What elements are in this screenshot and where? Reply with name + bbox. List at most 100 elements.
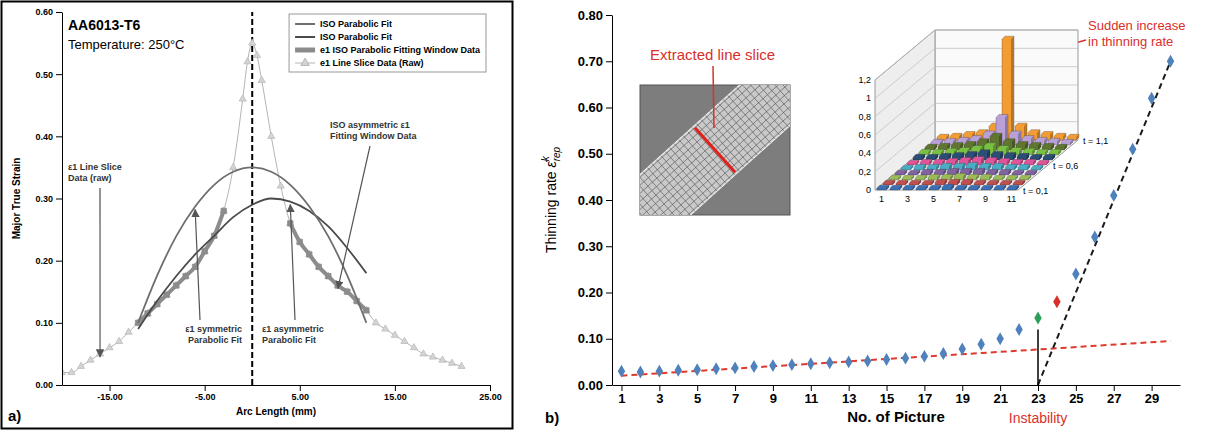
photo-grid [759,85,790,115]
annotation: ε1 asymmetricParabolic Fit [262,324,324,345]
trend-line [621,341,1170,376]
series-marker [364,308,369,313]
annotation: ISO asymmetric ε1Fitting Window Data [330,120,417,141]
bar [1018,164,1030,170]
series-marker [297,239,302,244]
annotation-line: ε1 Line Slice [68,162,122,172]
data-point [1167,55,1174,68]
tick-mark [606,385,612,386]
bar-side [951,184,954,190]
series-marker [345,289,350,294]
axis-line [62,13,63,386]
bar-side [931,180,934,185]
bar-side [983,180,986,185]
photo-grid [640,85,790,215]
tick-label: 0.30 [35,194,53,204]
series-marker [106,344,113,350]
data-point [788,358,795,371]
bar-side [1002,175,1005,180]
photo-content [640,85,790,215]
tick: 17 [918,385,932,406]
tick: 23 [1031,385,1045,406]
tick: 15.00 [384,385,407,402]
bar [903,185,915,190]
legend-label: ISO Parabolic Fit [320,19,392,29]
tick: -15.00 [97,385,123,402]
bar-side [886,185,889,190]
tick-label: 0.20 [578,285,603,300]
annotation-line: Fitting Window Data [330,131,417,141]
bar [1019,175,1031,180]
grid-line [875,140,1078,190]
bar-side [1009,180,1012,185]
series-marker [307,252,312,257]
tick-label: 0.00 [578,378,603,393]
data-point [712,362,719,375]
data-point [1110,189,1117,202]
annotation-arrow [338,146,370,289]
bar [1037,160,1049,165]
row-label: t = 0,6 [1053,161,1078,171]
bar-side [1057,138,1060,145]
tick: 0.60 [35,7,62,17]
bar-side [1058,149,1061,155]
tick: 27 [1107,385,1121,406]
instability-label: Instability [1009,410,1067,426]
bar-side [1001,163,1004,170]
bar-side [1027,164,1030,170]
bar [993,175,1005,180]
bar [1017,153,1029,160]
annotation-arrow [290,205,295,320]
series-marker [239,95,246,101]
data-point [977,338,984,351]
bar [929,185,941,190]
tick-label: 0.20 [35,256,53,266]
tick-label: 21 [993,391,1007,406]
tick: 0.30 [35,194,62,204]
legend-symbol [295,23,315,25]
series-marker [448,359,455,365]
series-marker [249,39,256,45]
line-slice [695,128,735,173]
tick-label: 9 [770,391,777,406]
photo-grid [640,85,790,215]
tick-mark [659,385,660,391]
annotation-line: in thinning rate [1088,34,1173,49]
tick-label: 19 [956,391,970,406]
tick: 19 [956,385,970,406]
specimen-band [640,85,790,215]
grid-line [875,85,1078,135]
bar-side [1076,134,1079,140]
series-marker [420,350,427,356]
tick-label: 1 [866,93,871,103]
tick-mark [56,74,62,75]
data-point [693,363,700,376]
bar [1025,170,1037,175]
series-marker [391,331,398,337]
tick-mark [1038,385,1039,391]
legend-entry: ISO Parabolic Fit [295,32,392,42]
bar-side [918,180,921,185]
data-point [1015,323,1022,336]
bar [974,180,986,185]
reference-line [251,12,253,385]
annotation-line: ε1 symmetric [185,324,242,334]
tick: 9 [770,385,777,406]
annotation: ε1 symmetricParabolic Fit [185,324,242,345]
chart-subtitle: Temperature: 250°C [68,37,184,52]
bar-side [1022,180,1025,185]
grid-line [875,48,1078,98]
bar-side [1028,175,1031,180]
data-point [883,353,890,366]
series-line [138,211,366,323]
series-marker [287,219,294,225]
tick: 0.40 [35,132,62,142]
bar [908,170,920,175]
series-marker [253,51,260,57]
tick-label: 1 [618,391,625,406]
bar-side [1021,170,1024,175]
bar [922,180,934,185]
data-point [1034,311,1041,324]
annotation: ε1 Line SliceData (raw) [68,162,122,183]
bar [901,165,913,170]
